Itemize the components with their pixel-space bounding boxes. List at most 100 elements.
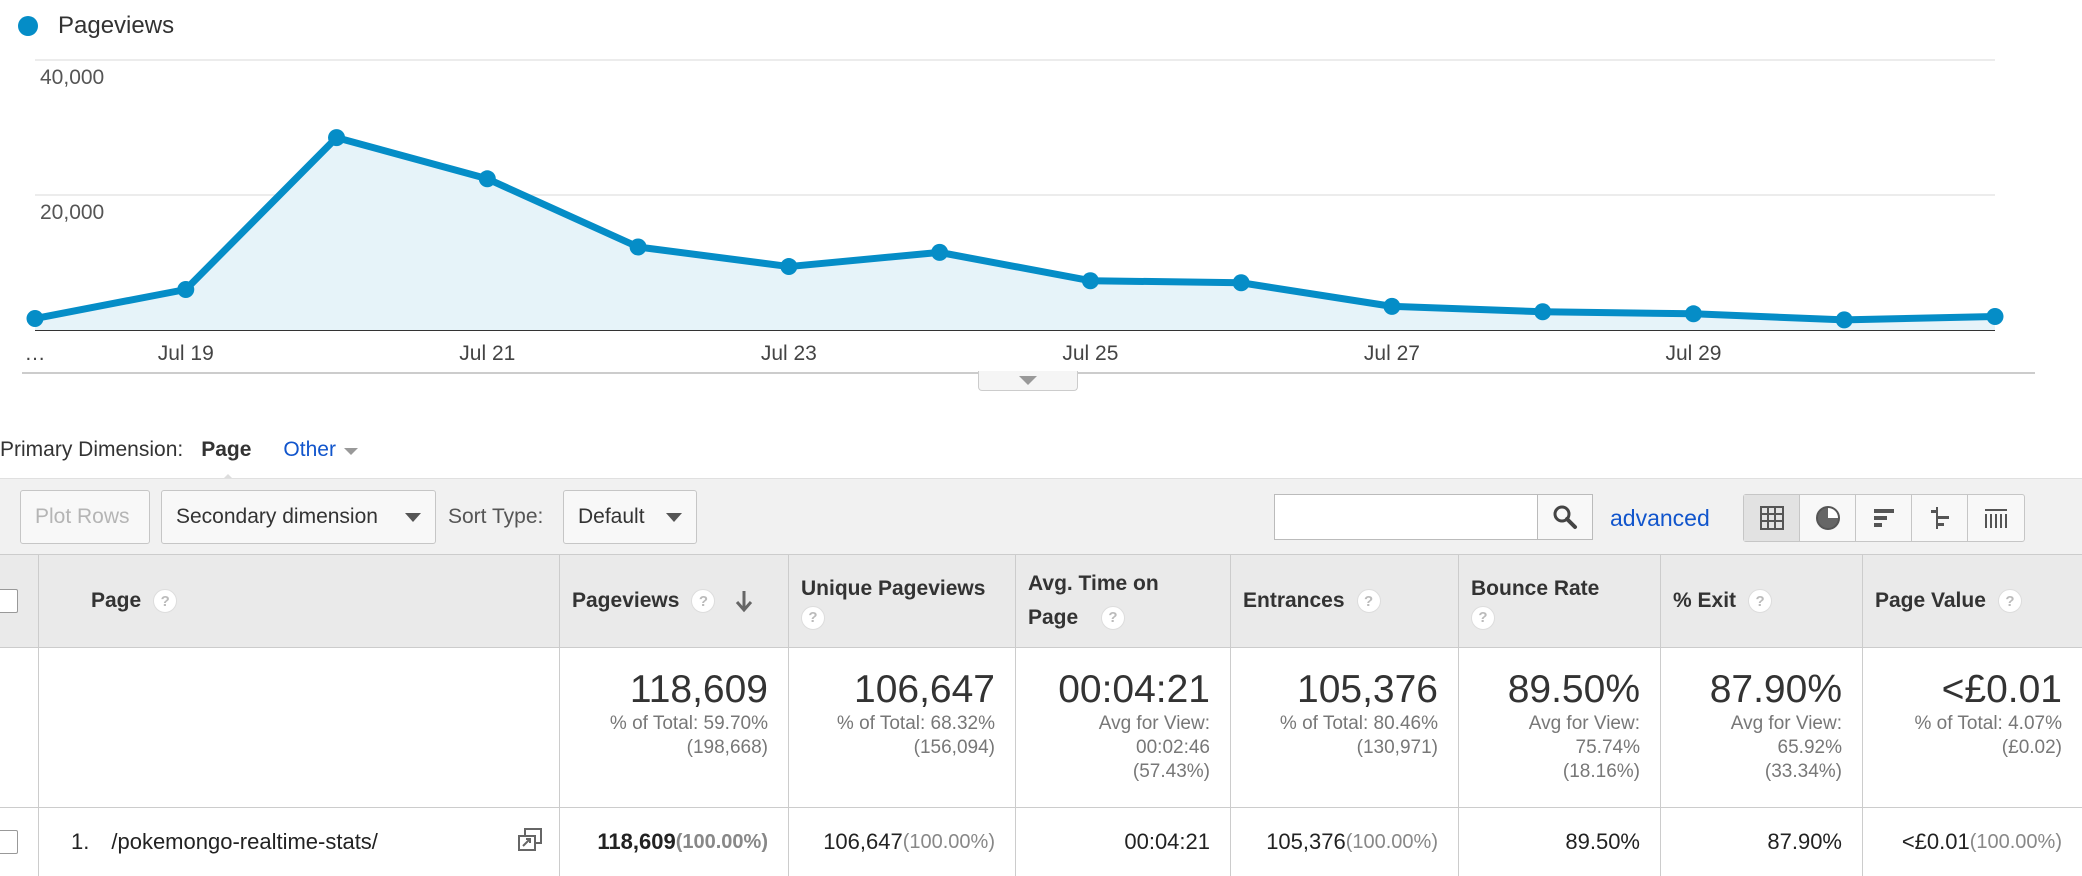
row-unique: 106,647 (100.00%) (788, 808, 1015, 876)
column-header-avg-time-label: Avg. Time on Page (1028, 567, 1178, 635)
totals-page-value: <£0.01 % of Total: 4.07% (£0.02) (1862, 648, 2082, 807)
open-external-icon[interactable] (517, 827, 543, 853)
totals-exit-value: 87.90% (1709, 668, 1842, 711)
x-tick-label: Jul 23 (761, 342, 817, 365)
totals-avg-time-label: Avg for View: (1098, 713, 1210, 734)
row-checkbox[interactable] (0, 830, 18, 854)
collapse-chart-toggle[interactable] (978, 371, 1078, 391)
table-toolbar: Plot Rows Secondary dimension Sort Type:… (0, 478, 2082, 554)
row-pageviews: 118,609 (100.00%) (559, 808, 788, 876)
x-tick-label: … (25, 342, 46, 365)
totals-entrances: 105,376 % of Total: 80.46% (130,971) (1230, 648, 1458, 807)
series-area (35, 137, 1995, 330)
column-header-pageviews-label: Pageviews (572, 589, 680, 612)
column-header-bounce-label: Bounce Rate (1471, 577, 1600, 600)
row-pageviews-value: 118,609 (597, 829, 676, 854)
secondary-dimension-dropdown[interactable]: Secondary dimension (161, 490, 436, 544)
row-value-pct: (100.00%) (1969, 830, 2062, 853)
pie-chart-icon (1815, 506, 1840, 530)
column-header-entrances-label: Entrances (1243, 589, 1345, 612)
table-header-row: Page ? Pageviews ? Unique Pageviews ? Av… (0, 554, 2082, 648)
totals-entrances-value: 105,376 (1297, 668, 1438, 711)
totals-avg-time-value: 00:04:21 (1058, 668, 1210, 711)
sort-type-label: Sort Type: (448, 505, 544, 528)
row-entrances-pct: (100.00%) (1345, 830, 1438, 853)
advanced-filter-link[interactable]: advanced (1610, 505, 1710, 531)
help-icon[interactable]: ? (153, 589, 178, 613)
help-icon[interactable]: ? (1748, 589, 1773, 613)
totals-page-cell (38, 648, 559, 807)
column-header-exit[interactable]: % Exit ? (1660, 555, 1862, 647)
secondary-dimension-label: Secondary dimension (176, 505, 378, 528)
x-tick-label: Jul 19 (158, 342, 214, 365)
chevron-down-icon (666, 512, 682, 522)
help-icon[interactable]: ? (1356, 589, 1381, 613)
totals-value-total: (£0.02) (2001, 737, 2062, 758)
row-page-value: <£0.01 (100.00%) (1862, 808, 2082, 876)
column-header-entrances[interactable]: Entrances ? (1230, 555, 1458, 647)
totals-unique-pct: % of Total: 68.32% (836, 713, 995, 734)
series-line (34, 134, 1996, 324)
totals-value-value: <£0.01 (1941, 668, 2062, 711)
view-percentage-button[interactable] (1800, 495, 1856, 541)
data-point (780, 258, 798, 276)
primary-dimension-page[interactable]: Page (201, 438, 252, 483)
column-header-avg-time[interactable]: Avg. Time on Page ? (1015, 555, 1230, 647)
column-header-page[interactable]: Page ? (38, 555, 559, 647)
row-avg-time-value: 00:04:21 (1124, 829, 1210, 854)
y-tick-label: 40,000 (40, 66, 104, 89)
avg-time-header-text: Avg. Time on Page (1028, 572, 1159, 629)
row-exit-value: 87.90% (1767, 829, 1842, 854)
plot-rows-button[interactable]: Plot Rows (20, 490, 150, 544)
column-header-page-value[interactable]: Page Value ? (1862, 555, 2082, 647)
row-index: 1. (71, 829, 90, 854)
comparison-icon (1930, 507, 1949, 529)
chevron-down-icon (405, 512, 421, 522)
search-button[interactable] (1537, 494, 1593, 540)
search-icon (1553, 505, 1577, 529)
totals-spacer (0, 648, 38, 807)
pageviews-chart: … Jul 19 Jul 21 Jul 23 Jul 25 Jul 27 Jul 29 40… (22, 59, 2035, 374)
table-search-input[interactable] (1274, 494, 1538, 540)
column-header-pageviews[interactable]: Pageviews ? (559, 555, 788, 647)
pivot-table-icon (1985, 509, 2007, 528)
view-pivot-button[interactable] (1968, 495, 2024, 541)
table-row[interactable]: 1. /pokemongo-realtime-stats/ 118,609 (1… (0, 808, 2082, 876)
totals-exit-diff: (33.34%) (1764, 761, 1842, 782)
sort-descending-icon (736, 591, 753, 613)
data-point (26, 310, 44, 328)
column-header-page-label: Page (91, 589, 142, 612)
totals-unique-total: (156,094) (913, 737, 995, 758)
view-performance-button[interactable] (1856, 495, 1912, 541)
legend-series-label: Pageviews (58, 12, 175, 39)
column-header-bounce-rate[interactable]: Bounce Rate ? (1458, 555, 1660, 647)
x-tick-label: Jul 29 (1665, 342, 1721, 365)
primary-dimension-other-label[interactable]: Other (283, 438, 336, 461)
select-all-checkbox[interactable] (0, 589, 18, 613)
data-point (328, 129, 346, 147)
view-data-table-button[interactable] (1744, 495, 1800, 541)
help-icon[interactable]: ? (1101, 606, 1125, 630)
primary-dimension-label: Primary Dimension: (0, 438, 184, 461)
totals-unique: 106,647 % of Total: 68.32% (156,094) (788, 648, 1015, 807)
help-icon[interactable]: ? (801, 606, 825, 630)
help-icon[interactable]: ? (691, 589, 716, 613)
help-icon[interactable]: ? (1471, 606, 1495, 630)
legend-series-dot (18, 16, 38, 36)
primary-dimension-other[interactable]: Other (283, 438, 358, 462)
totals-value-pct: % of Total: 4.07% (1914, 713, 2062, 734)
chevron-down-icon (1019, 376, 1037, 385)
help-icon[interactable]: ? (1997, 589, 2022, 613)
view-comparison-button[interactable] (1912, 495, 1968, 541)
row-page-link[interactable]: /pokemongo-realtime-stats/ (111, 829, 378, 854)
column-header-unique-pageviews[interactable]: Unique Pageviews ? (788, 555, 1015, 647)
chart-legend[interactable]: Pageviews (18, 12, 174, 40)
totals-pageviews: 118,609 % of Total: 59.70% (198,668) (559, 648, 788, 807)
totals-bounce-label: Avg for View: (1528, 713, 1640, 734)
totals-pageviews-pct: % of Total: 59.70% (609, 713, 768, 734)
data-point (478, 170, 496, 188)
sort-type-dropdown[interactable]: Default (563, 490, 697, 544)
totals-bounce-view: 75.74% (1575, 737, 1640, 758)
totals-bounce-value: 89.50% (1507, 668, 1640, 711)
primary-dimension-bar: Primary Dimension: Page Other (0, 432, 358, 483)
